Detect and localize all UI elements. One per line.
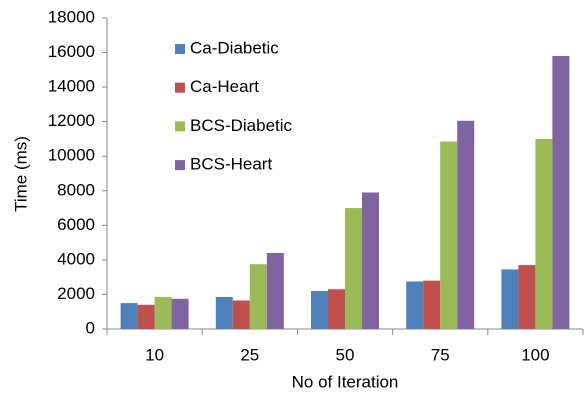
x-tick-label: 100 — [521, 345, 549, 364]
legend-swatch — [175, 44, 185, 54]
bar — [249, 264, 267, 329]
bar — [457, 120, 475, 329]
bar — [406, 281, 424, 329]
legend-swatch — [175, 82, 185, 93]
y-tick-label: 14000 — [48, 77, 95, 96]
y-tick-label: 2000 — [57, 284, 95, 303]
y-tick-label: 10000 — [48, 146, 95, 165]
y-tick-label: 18000 — [48, 7, 95, 26]
legend-swatch — [175, 160, 185, 171]
bar — [518, 265, 536, 329]
x-tick-label: 25 — [240, 345, 259, 364]
bar — [266, 252, 284, 329]
x-axis-label: No of Iteration — [292, 372, 399, 391]
bar — [423, 280, 441, 329]
legend-swatch — [175, 121, 185, 132]
x-tick-label: 75 — [431, 345, 450, 364]
bar — [171, 298, 189, 329]
legend-label: BCS-Heart — [190, 155, 272, 174]
bar — [154, 297, 172, 329]
bar — [137, 304, 155, 329]
bar — [440, 141, 458, 329]
bar — [552, 56, 570, 330]
legend-label: Ca-Heart — [190, 77, 259, 96]
y-axis-label: Time (ms) — [11, 136, 30, 212]
bar — [501, 269, 519, 329]
bar — [345, 208, 362, 329]
x-tick-label: 50 — [336, 345, 355, 364]
y-tick-label: 6000 — [57, 215, 95, 234]
bar — [362, 192, 379, 329]
bar — [311, 290, 328, 329]
y-tick-label: 0 — [86, 318, 95, 337]
legend-label: Ca-Diabetic — [190, 38, 279, 57]
bar — [120, 303, 138, 329]
x-tick-label: 10 — [145, 345, 164, 364]
bar — [232, 300, 250, 329]
legend-label: BCS-Diabetic — [190, 116, 293, 135]
bar — [328, 289, 345, 329]
y-tick-label: 12000 — [48, 111, 95, 130]
y-tick-label: 4000 — [57, 249, 95, 268]
y-tick-label: 16000 — [48, 42, 95, 61]
y-tick-label: 8000 — [57, 180, 95, 199]
bar — [535, 138, 553, 329]
bar — [215, 297, 233, 329]
